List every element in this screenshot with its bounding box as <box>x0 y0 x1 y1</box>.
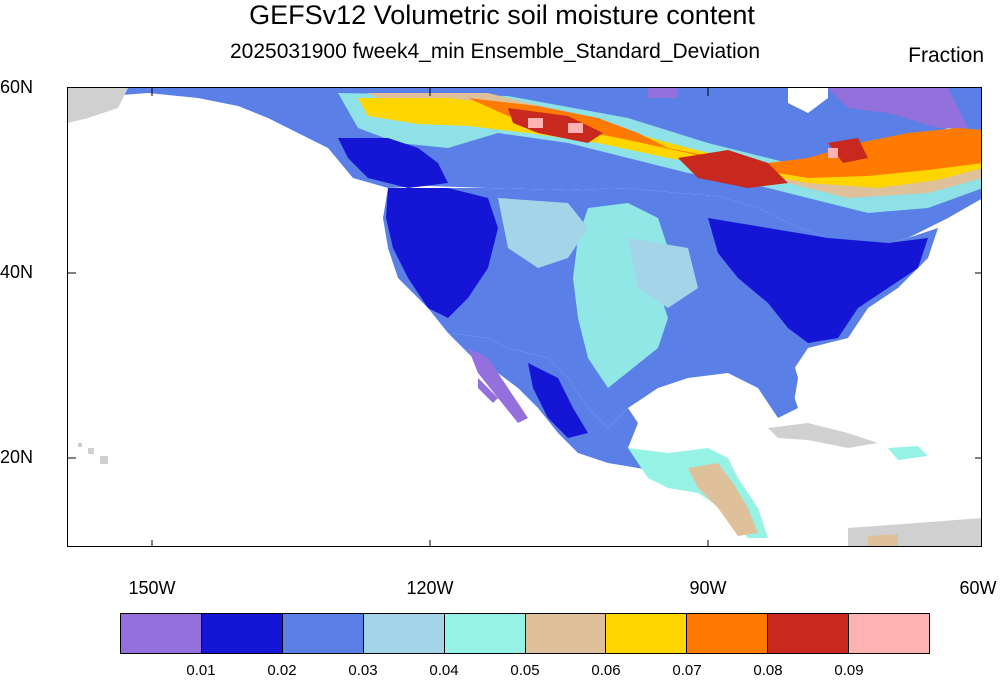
map-title: GEFSv12 Volumetric soil moisture content <box>249 0 755 30</box>
lat-label-60n: 60N <box>0 77 34 97</box>
hudson-bay <box>788 88 828 113</box>
units-label: Fraction <box>908 44 984 67</box>
colorbar-swatch <box>444 614 526 653</box>
florida <box>768 338 798 410</box>
south-america-tan <box>868 534 898 546</box>
colorbar-swatch <box>363 614 445 653</box>
cuba <box>768 423 878 448</box>
central-america-tan <box>688 463 758 536</box>
lon-label-150w: 150W <box>128 578 176 598</box>
colorbar-swatch <box>768 614 850 653</box>
canada-field <box>73 88 981 248</box>
colorbar-label: 0.05 <box>510 662 540 679</box>
colorbar-swatch <box>201 614 283 653</box>
lat-label-20n: 20N <box>0 447 34 467</box>
colorbar-swatch <box>525 614 607 653</box>
colorbar-swatch <box>282 614 364 653</box>
lat-label-40n: 40N <box>0 262 34 282</box>
lon-label-60w: 60W <box>959 578 997 598</box>
colorbar-label: 0.02 <box>267 662 297 679</box>
lon-label-120w: 120W <box>406 578 454 598</box>
colorbar-swatch <box>606 614 688 653</box>
colorbar-label: 0.07 <box>672 662 702 679</box>
usa-dark-blue-east <box>708 218 928 343</box>
colorbar-swatch <box>687 614 769 653</box>
lat-ticks <box>68 272 981 459</box>
colorbar-label: 0.09 <box>834 662 864 679</box>
colorbar-label: 0.06 <box>591 662 621 679</box>
lon-label-90w: 90W <box>689 578 727 598</box>
lon-ticks <box>151 88 709 546</box>
colorbar-label: 0.08 <box>753 662 783 679</box>
colorbar-label: 0.03 <box>348 662 378 679</box>
alaska-fragment <box>68 88 128 123</box>
baja-purple <box>468 348 528 423</box>
usa-dark-blue-west <box>386 188 498 318</box>
hispaniola <box>888 446 928 460</box>
canada-red-core <box>508 108 868 188</box>
map-subtitle: 2025031900 fweek4_min Ensemble_Standard_… <box>230 40 761 63</box>
colorbar-swatch <box>849 614 930 653</box>
canada-purple-northeast <box>648 88 968 128</box>
map-panel <box>67 87 982 547</box>
mexico-dark-blue <box>528 363 588 438</box>
colorbar-swatch <box>121 614 202 653</box>
hawaii <box>78 443 108 464</box>
canada-dark-blue-west <box>338 138 448 188</box>
colorbar-label: 0.04 <box>429 662 459 679</box>
usa-lightblue-central <box>498 198 698 308</box>
colorbar <box>120 613 930 654</box>
soil-moisture-map <box>68 88 981 546</box>
colorbar-label: 0.01 <box>186 662 216 679</box>
